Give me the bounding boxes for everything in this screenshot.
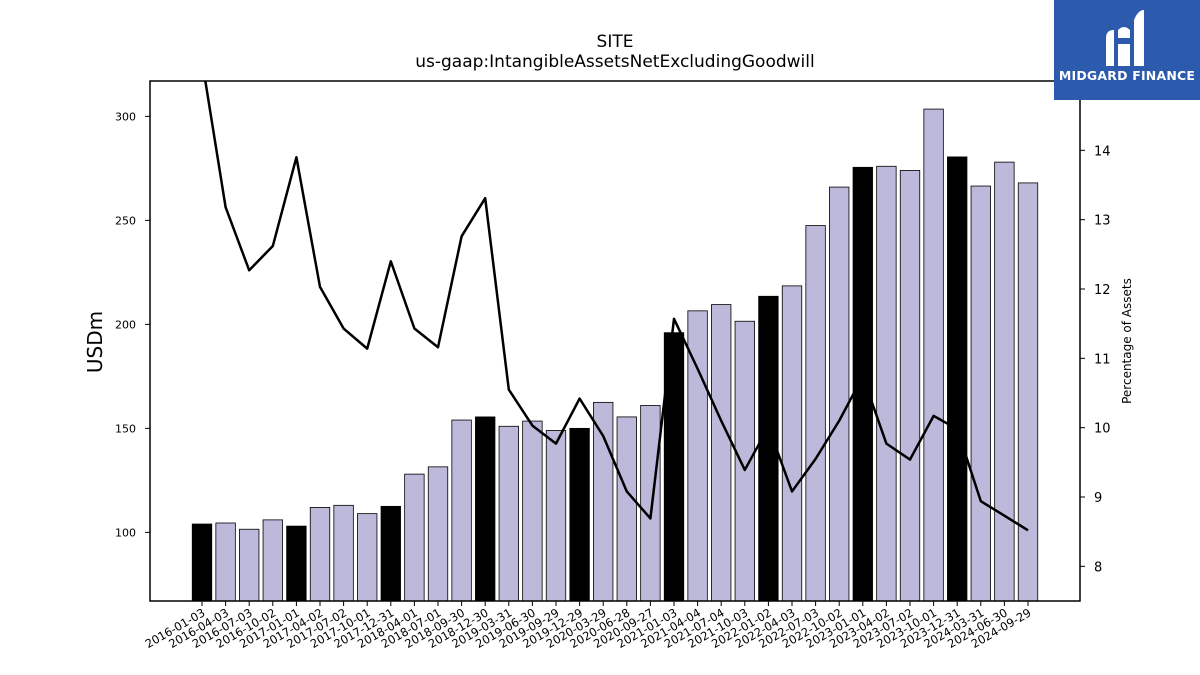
- y2-tick-label: 9: [1094, 491, 1102, 506]
- bar: [262, 519, 283, 602]
- bar: [522, 420, 543, 602]
- bar: [309, 506, 331, 602]
- bar: [970, 185, 991, 602]
- brand-name: MIDGARD FINANCE: [1058, 68, 1196, 83]
- bar: [380, 505, 401, 602]
- y-tick-label: 150: [115, 422, 136, 435]
- brand-logo: MIDGARD FINANCE: [1054, 0, 1200, 100]
- bar: [215, 522, 236, 602]
- bar: [852, 166, 873, 602]
- y2-tick-label: 10: [1094, 422, 1111, 437]
- y2-tick-label: 8: [1094, 560, 1102, 575]
- y2-tick-label: 13: [1094, 214, 1111, 229]
- y2-tick-label: 11: [1094, 352, 1111, 367]
- y2-axis-label: Percentage of Assets: [1120, 278, 1134, 404]
- bar: [451, 419, 472, 602]
- axes-layer: 1001502002503008910111213142016-01-03201…: [115, 110, 1111, 651]
- bar: [593, 401, 614, 602]
- bars-layer: [191, 108, 1039, 602]
- midgard-logo-icon: [1106, 10, 1144, 66]
- bar: [711, 304, 732, 602]
- y2-tick-label: 14: [1094, 144, 1111, 159]
- y-tick-label: 200: [115, 318, 136, 331]
- plot-frame: [149, 80, 1081, 602]
- line-layer: [204, 81, 1029, 532]
- bar: [239, 528, 260, 602]
- bar: [994, 161, 1015, 602]
- chart-title: SITE: [596, 32, 634, 52]
- y-tick-label: 100: [115, 526, 136, 539]
- bar: [357, 513, 378, 602]
- y-tick-label: 300: [115, 110, 136, 123]
- bar: [616, 416, 637, 602]
- bar: [923, 108, 944, 602]
- y-tick-label: 250: [115, 214, 136, 227]
- bar: [545, 430, 567, 602]
- percentage-line: [204, 81, 1029, 532]
- bar: [498, 425, 519, 602]
- bar: [781, 285, 803, 602]
- bar: [333, 504, 354, 602]
- chart-subtitle: us-gaap:IntangibleAssetsNetExcludingGood…: [415, 52, 815, 72]
- bar: [805, 225, 826, 602]
- bar: [876, 165, 897, 602]
- bar: [404, 473, 425, 602]
- bar: [569, 427, 590, 602]
- bar: [829, 186, 850, 602]
- y-axis-label: USDm: [83, 311, 107, 373]
- bar: [427, 466, 449, 602]
- bar: [1017, 182, 1039, 602]
- bar: [947, 156, 968, 602]
- bar: [191, 523, 213, 602]
- bar: [475, 416, 496, 602]
- bar: [640, 405, 661, 602]
- y2-tick-label: 12: [1094, 283, 1111, 298]
- bar: [286, 525, 307, 602]
- bar: [734, 320, 755, 602]
- bar: [899, 170, 921, 602]
